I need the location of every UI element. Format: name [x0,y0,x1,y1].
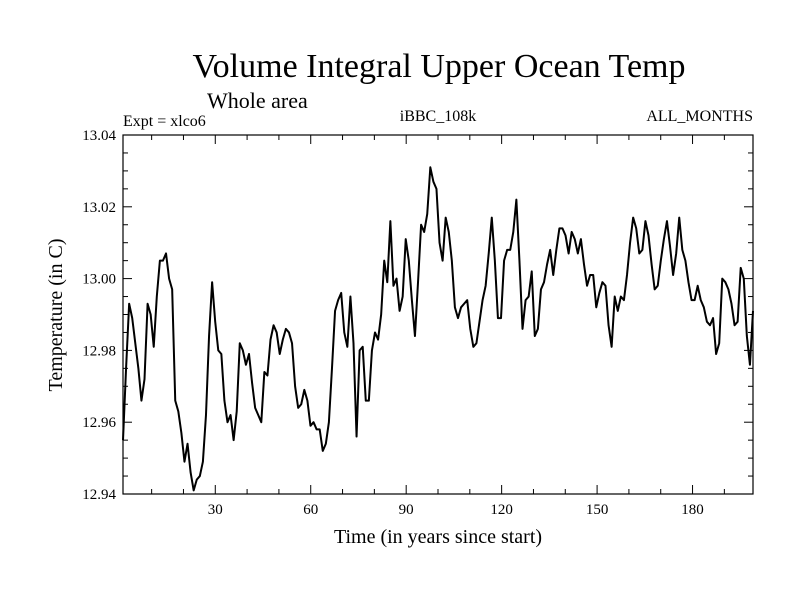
y-tick-label: 12.94 [82,487,116,503]
x-axis: 30 60 90 120 150 180 [151,135,725,518]
chart-subtitle: Whole area [207,88,308,113]
x-axis-label: Time (in years since start) [334,526,542,548]
expt-label: Expt = xlco6 [123,113,206,130]
y-tick-label: 12.98 [82,343,116,359]
x-tick-label: 120 [490,502,513,518]
plot-frame [122,134,754,495]
x-tick-label: 30 [208,502,223,518]
y-tick-label: 13.00 [82,272,116,288]
x-tick-label: 60 [303,502,318,518]
y-axis-label: Temperature (in C) [45,239,67,392]
y-tick-label: 13.02 [82,200,116,216]
y-tick-label: 13.04 [82,128,116,144]
x-tick-label: 150 [586,502,609,518]
months-label: ALL_MONTHS [646,108,753,125]
temperature-series-line [122,166,754,492]
run-label: iBBC_108k [400,108,476,125]
y-axis: 12.94 12.96 12.98 13.00 13.02 13.04 [82,128,753,503]
x-tick-label: 90 [399,502,414,518]
x-tick-label: 180 [681,502,704,518]
y-tick-label: 12.96 [82,415,116,431]
chart-title: Volume Integral Upper Ocean Temp [193,48,686,85]
